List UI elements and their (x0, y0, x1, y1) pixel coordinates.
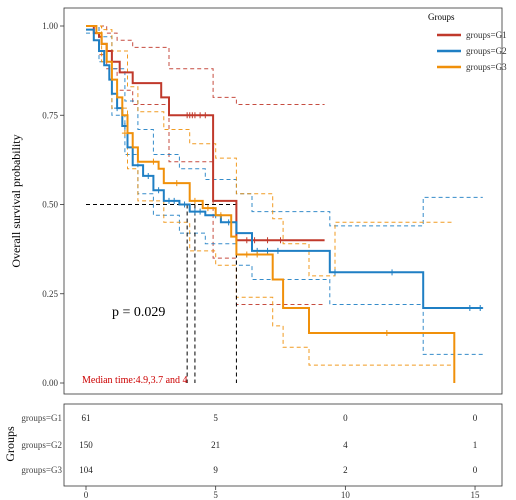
series-1-censor-mark (264, 237, 271, 244)
series-1-censor-mark (277, 237, 284, 244)
legend-title: Groups (428, 12, 455, 22)
series-2-censor-mark (114, 105, 121, 112)
x-tick-label: 15 (471, 490, 481, 500)
x-tick-label: 0 (84, 490, 89, 500)
legend: Groups groups=G1 groups=G2 groups=G3 (428, 12, 507, 72)
series-3-censor-mark (254, 251, 261, 258)
series-1-censor-mark (191, 112, 198, 119)
risk-table-cell: 1 (473, 440, 478, 450)
y-axis-title: Overall survival probability (9, 134, 23, 267)
risk-table-cell: 104 (79, 465, 93, 475)
series-2-censor-mark (145, 172, 152, 179)
risk-table-cell: 0 (473, 465, 478, 475)
risk-table-panel (63, 403, 503, 487)
series-2-censor-mark (389, 269, 396, 276)
risk-row-label: groups=G1 (21, 413, 62, 423)
series-3-censor-mark (150, 158, 157, 165)
y-tick-label: 0.25 (42, 289, 58, 299)
series-2-censor-mark (155, 187, 162, 194)
series-3-upper-ci (86, 25, 455, 277)
series-1-survival-line (86, 25, 325, 242)
series-1-censor-mark (202, 112, 209, 119)
series-2-censor-mark (466, 305, 473, 312)
x-tick-label: 5 (213, 490, 218, 500)
risk-table-cell: 4 (343, 440, 348, 450)
y-tick-label: 0.50 (42, 200, 58, 210)
legend-label: groups=G2 (466, 46, 507, 56)
y-tick-label: 1.00 (42, 21, 58, 31)
series-1-censor-mark (197, 112, 204, 119)
x-tick-label: 10 (341, 490, 351, 500)
series-1-lower-ci (86, 25, 325, 305)
risk-table-cell: 61 (82, 413, 91, 423)
series-2-censor-mark (181, 201, 188, 208)
series-3-censor-mark (243, 251, 250, 258)
series-3-censor-mark (383, 330, 390, 337)
series-2-censor-mark (171, 197, 178, 204)
plot-layer: 0.00 0.25 0.50 0.75 1.00 (42, 21, 484, 388)
series-2-censor-mark (165, 197, 172, 204)
risk-row-label: groups=G2 (21, 440, 62, 450)
series-3-censor-mark (217, 212, 224, 219)
series-2-censor-mark (191, 208, 198, 215)
risk-table-cell: 9 (213, 465, 218, 475)
series-2-censor-mark (477, 305, 484, 312)
series-2-censor-mark (264, 247, 271, 254)
median-time-label: Median time:4.9,3.7 and 4 (82, 375, 188, 386)
risk-table-cell: 2 (343, 465, 348, 475)
legend-label: groups=G3 (466, 62, 507, 72)
y-tick-label: 0.75 (42, 110, 58, 120)
series-3-censor-mark (204, 205, 211, 212)
series-2-censor-mark (274, 247, 281, 254)
y-tick-label: 0.00 (42, 378, 58, 388)
series-3-censor-mark (173, 180, 180, 187)
risk-table-cell: 0 (473, 413, 478, 423)
series-2-censor-mark (197, 208, 204, 215)
series-3-survival-line (86, 25, 456, 383)
risk-table-cell: 150 (79, 440, 93, 450)
series-1-censor-mark (243, 237, 250, 244)
series-3-censor-mark (191, 197, 198, 204)
risk-table-cell: 0 (343, 413, 348, 423)
p-value-label: p = 0.029 (112, 305, 165, 320)
series-3-lower-ci (86, 25, 455, 366)
series-1-upper-ci (86, 25, 325, 105)
series-2-censor-mark (331, 269, 338, 276)
legend-label: groups=G1 (466, 30, 507, 40)
risk-row-label: groups=G3 (21, 465, 62, 475)
risk-table-y-title: Groups (3, 426, 17, 462)
risk-table-cell: 5 (213, 413, 218, 423)
risk-table-cell: 21 (211, 440, 220, 450)
series-3-censor-mark (121, 130, 128, 137)
legend-items: groups=G1 groups=G2 groups=G3 (437, 30, 507, 72)
